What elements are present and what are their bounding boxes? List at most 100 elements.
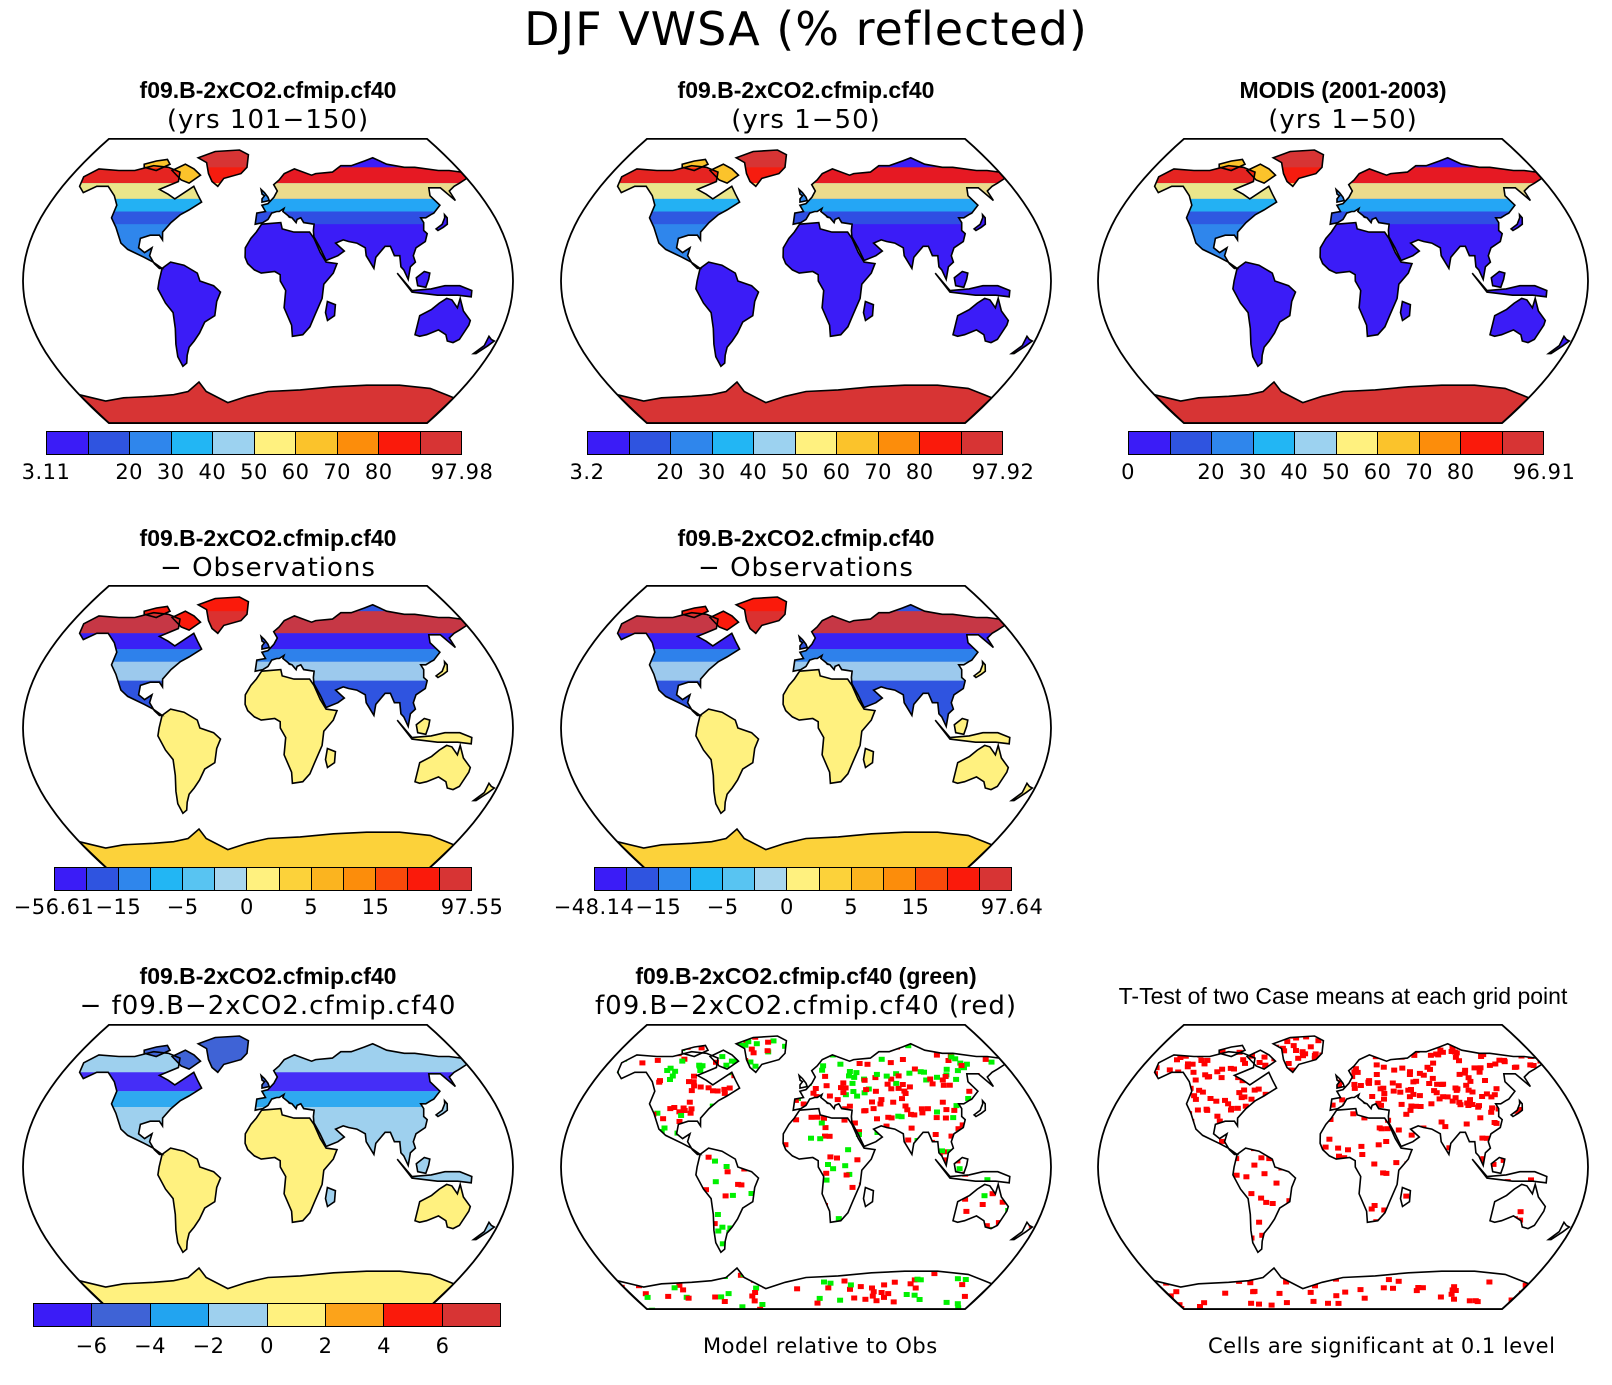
coast-na bbox=[616, 164, 741, 270]
coast-bo bbox=[415, 1156, 431, 1175]
coast-sa bbox=[1232, 261, 1297, 368]
colorbar-swatch bbox=[629, 432, 671, 454]
land-af bbox=[783, 222, 875, 337]
coast-uk bbox=[259, 1073, 271, 1090]
land-au bbox=[415, 1184, 471, 1229]
coast-gl bbox=[1271, 149, 1325, 188]
coast-bo bbox=[1490, 1156, 1506, 1175]
coast-nz bbox=[471, 1220, 496, 1241]
land-nz bbox=[473, 336, 495, 354]
land-nz bbox=[473, 1222, 495, 1240]
coast-na bbox=[1153, 1050, 1278, 1156]
coast-jp bbox=[434, 659, 449, 679]
coast-au bbox=[414, 295, 472, 344]
coast-eu bbox=[792, 603, 1007, 730]
colorbar-swatch bbox=[183, 868, 216, 890]
land-nz bbox=[1011, 336, 1033, 354]
coast-an bbox=[614, 380, 994, 424]
coast-eu bbox=[792, 1042, 1007, 1169]
colorbar-tick-label: 30 bbox=[156, 460, 185, 484]
land-an bbox=[617, 1268, 992, 1310]
land-sa bbox=[157, 709, 221, 814]
panel-title-line1: f09.B-2xCO2.cfmip.cf40 bbox=[677, 77, 935, 103]
land-au bbox=[1490, 298, 1546, 343]
coast-isl bbox=[934, 719, 1011, 745]
panel-title-line2: − Observations bbox=[698, 553, 914, 583]
land-ma bbox=[863, 748, 874, 768]
land-ma bbox=[325, 748, 336, 768]
colorbar-swatch bbox=[171, 432, 213, 454]
colorbar-tick-label: 97.64 bbox=[980, 895, 1044, 919]
coast-an bbox=[76, 827, 456, 871]
colorbar-tick-label: −5 bbox=[706, 895, 739, 919]
land-ar bbox=[1219, 1045, 1245, 1057]
coast-bo bbox=[415, 717, 431, 736]
land-nz bbox=[473, 783, 495, 801]
colorbar-tick-label: −56.61 bbox=[13, 895, 95, 919]
colorbar-tick-label: 20 bbox=[115, 460, 144, 484]
colorbar-tick-label: 3.11 bbox=[21, 460, 71, 484]
coast-au bbox=[952, 1181, 1010, 1230]
panel-title-p7: f09.B-2xCO2.cfmip.cf40 (green) f09.B−2xCO… bbox=[506, 962, 1106, 1022]
coast-sa bbox=[695, 708, 760, 815]
coast-isl bbox=[934, 1158, 1011, 1184]
coast-ba bbox=[708, 610, 740, 632]
land-an bbox=[79, 829, 454, 871]
colorbar-swatch bbox=[296, 432, 338, 454]
map-p2 bbox=[560, 138, 1052, 424]
coast-au bbox=[952, 742, 1010, 791]
coast-af bbox=[244, 668, 339, 785]
land-sa bbox=[695, 262, 759, 367]
coast-ba bbox=[1245, 1049, 1277, 1071]
colorbar-swatch bbox=[130, 432, 172, 454]
land-sa bbox=[157, 262, 221, 367]
coast-gl bbox=[196, 596, 250, 635]
coast-au bbox=[1489, 295, 1547, 344]
panel-title-line1: f09.B-2xCO2.cfmip.cf40 (green) bbox=[635, 963, 977, 989]
colorbar-tick-label: 80 bbox=[905, 460, 934, 484]
coast-au bbox=[952, 295, 1010, 344]
colorbar-swatch bbox=[34, 1304, 93, 1326]
colorbar-swatch bbox=[407, 868, 440, 890]
lat-band bbox=[79, 649, 467, 662]
colorbar-swatch bbox=[311, 868, 344, 890]
colorbar-tick-label: 40 bbox=[198, 460, 227, 484]
coast-nz bbox=[471, 334, 496, 355]
colorbar-swatch bbox=[1419, 432, 1461, 454]
coast-af bbox=[1319, 221, 1414, 338]
colorbar-tick-label: 97.55 bbox=[440, 895, 504, 919]
colorbar-tick-label: 97.92 bbox=[971, 460, 1035, 484]
coast-ar bbox=[143, 1044, 172, 1058]
coast-jp bbox=[1509, 1098, 1524, 1118]
colorbar-p4 bbox=[54, 867, 472, 891]
colorbar-tick-label: 0 bbox=[239, 895, 254, 919]
map-boundary bbox=[1097, 138, 1589, 424]
colorbar-tick-label: 40 bbox=[1280, 460, 1309, 484]
colorbar-swatch bbox=[671, 432, 713, 454]
land-ma bbox=[863, 1187, 874, 1207]
coast-ma bbox=[324, 300, 337, 322]
land-au bbox=[415, 745, 471, 790]
colorbar-swatch bbox=[795, 432, 837, 454]
colorbar-tick-label: 70 bbox=[864, 460, 893, 484]
map-p7 bbox=[560, 1024, 1052, 1310]
colorbar-tick-label: 3.2 bbox=[569, 460, 605, 484]
coast-nz bbox=[1546, 1220, 1571, 1241]
lat-band bbox=[79, 167, 467, 184]
colorbar-swatch bbox=[254, 432, 296, 454]
coast-ba bbox=[708, 163, 740, 185]
colorbar-tick-label: −15 bbox=[635, 895, 682, 919]
panel-caption-p7: Model relative to Obs bbox=[703, 1334, 938, 1358]
coast-gl bbox=[734, 149, 788, 188]
colorbar-swatch bbox=[1295, 432, 1337, 454]
colorbar-swatch bbox=[119, 868, 152, 890]
colorbar-swatch bbox=[691, 868, 724, 890]
coast-ma bbox=[1399, 300, 1412, 322]
land-sa bbox=[1232, 262, 1296, 367]
panel-title-p5: f09.B-2xCO2.cfmip.cf40− Observations bbox=[506, 524, 1106, 584]
panel-title-p4: f09.B-2xCO2.cfmip.cf40− Observations bbox=[0, 524, 568, 584]
coast-bo bbox=[1490, 270, 1506, 289]
colorbar-p1 bbox=[46, 431, 462, 455]
colorbar-swatch bbox=[325, 1304, 385, 1326]
coast-eu bbox=[254, 156, 469, 283]
